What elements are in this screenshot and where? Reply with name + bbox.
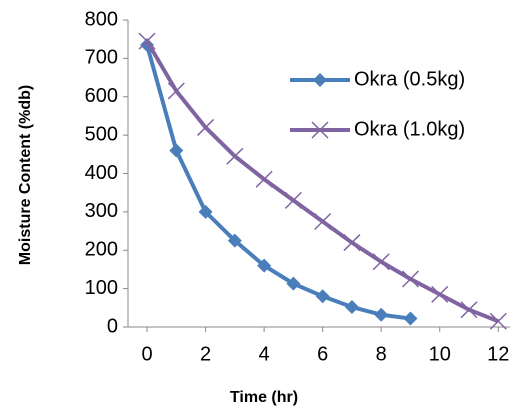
point (138, 32, 156, 50)
point (227, 233, 242, 248)
point (167, 82, 185, 100)
point (315, 289, 330, 304)
point (197, 118, 215, 136)
y-tick-label: 300 (85, 200, 118, 222)
point (169, 143, 184, 158)
y-tick-label: 700 (85, 47, 118, 69)
point (401, 270, 420, 288)
x-tick-label: 0 (141, 343, 152, 365)
point (343, 234, 361, 252)
point (403, 311, 418, 326)
x-tick-label: 2 (200, 343, 211, 365)
point (286, 276, 301, 291)
x-tick-label: 6 (317, 343, 328, 365)
point (284, 191, 302, 209)
y-tick-label: 100 (85, 277, 118, 299)
point (374, 307, 389, 322)
y-tick-label: 600 (85, 85, 118, 107)
x-tick-label: 10 (429, 343, 451, 365)
y-tick-label: 800 (85, 8, 118, 30)
x-tick-label: 4 (259, 343, 270, 365)
series-line (145, 44, 411, 321)
y-axis-title: Moisture Content (%db) (17, 85, 34, 265)
legend-label: Okra (1.0kg) (354, 118, 465, 140)
y-tick-label: 0 (107, 315, 118, 337)
y-tick-label: 200 (85, 239, 118, 261)
point (198, 204, 213, 219)
x-tick-label: 12 (487, 343, 509, 365)
y-tick-label: 500 (85, 123, 118, 145)
x-axis-title: Time (hr) (230, 389, 298, 406)
point (431, 285, 449, 303)
point (314, 212, 332, 230)
point (255, 170, 273, 188)
point (344, 300, 359, 315)
point (489, 312, 507, 330)
point (460, 301, 478, 319)
x-tick-label: 8 (376, 343, 387, 365)
legend-marker (311, 121, 329, 139)
point (226, 147, 244, 165)
y-tick-label: 400 (85, 162, 118, 184)
legend-label: Okra (0.5kg) (354, 68, 465, 90)
point (372, 253, 390, 271)
point (257, 258, 272, 273)
legend-marker (313, 73, 327, 87)
